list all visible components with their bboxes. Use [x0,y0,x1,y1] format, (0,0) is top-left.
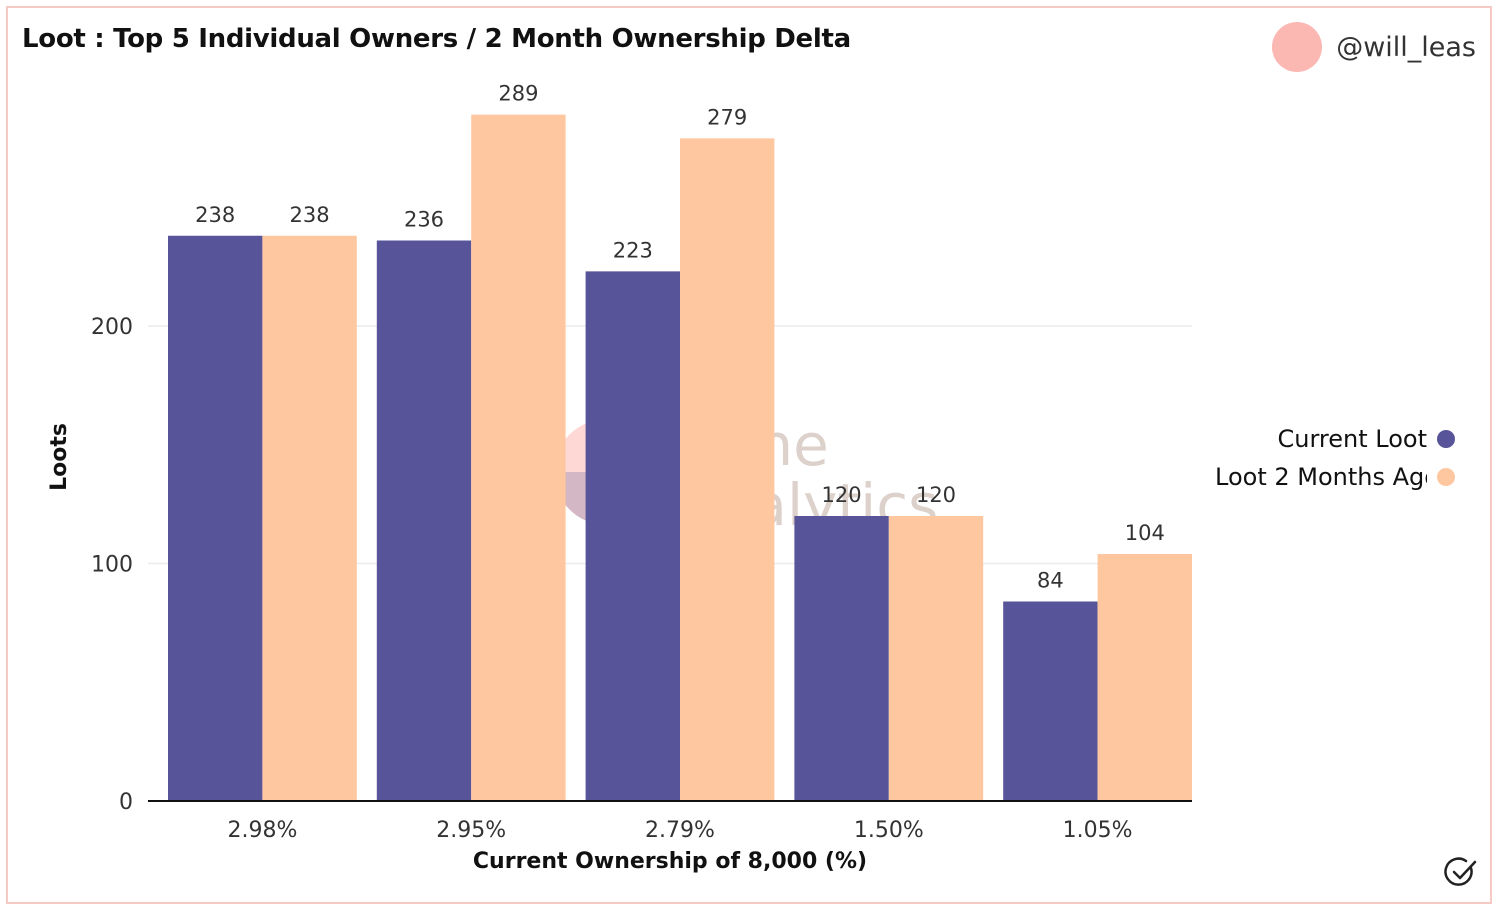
x-tick-label: 1.05% [1063,818,1133,843]
x-tick-label: 2.98% [227,818,297,843]
bar [888,516,984,801]
y-tick-label: 200 [91,315,133,340]
data-label: 223 [613,238,653,262]
y-axis-label: Loots [47,423,72,491]
bar [376,240,472,801]
legend-label-ago: Loot 2 Months Ago [1215,463,1427,491]
data-label: 238 [195,203,235,227]
data-label: 84 [1037,569,1064,593]
bar [168,235,263,801]
bar [1003,601,1098,801]
x-tick-label: 1.50% [854,818,924,843]
legend-item-current[interactable]: Current Loot [1200,420,1455,458]
author-badge[interactable]: @will_leas [1272,22,1476,72]
bar [262,235,357,801]
data-label: 279 [707,105,747,129]
x-axis-label: Current Ownership of 8,000 (%) [473,849,867,874]
legend: Current Loot Loot 2 Months Ago [1200,420,1455,496]
bars [168,114,1192,801]
data-label: 120 [822,483,862,507]
legend-label-current: Current Loot [1277,425,1428,453]
bar [471,114,566,801]
bar [585,271,680,801]
data-label: 120 [916,483,956,507]
axes: 0 100 200 2.98% 2.95% 2.79% 1.50% 1.05% Current … [47,315,1192,874]
bar [680,138,775,801]
legend-item-ago[interactable]: Loot 2 Months Ago [1200,458,1455,496]
legend-dot-ago [1437,468,1455,486]
x-tick-label: 2.79% [645,818,715,843]
data-label: 289 [498,82,538,106]
check-circle-icon [1444,857,1477,886]
legend-dot-current [1437,430,1455,448]
data-label: 236 [404,208,444,232]
avatar[interactable] [1272,22,1323,72]
y-tick-label: 100 [91,553,133,578]
x-tick-label: 2.95% [436,818,506,843]
data-labels: 238 238 236 289 223 279 120 120 84 104 [195,82,1165,593]
bar [1097,554,1192,801]
chart-card [6,6,1492,904]
username[interactable]: @will_leas [1336,31,1476,63]
data-label: 104 [1125,521,1165,545]
y-tick-label: 0 [119,790,133,815]
data-label: 238 [290,203,330,227]
chart-title: Loot : Top 5 Individual Owners / 2 Month… [22,24,851,54]
bar [794,516,889,801]
